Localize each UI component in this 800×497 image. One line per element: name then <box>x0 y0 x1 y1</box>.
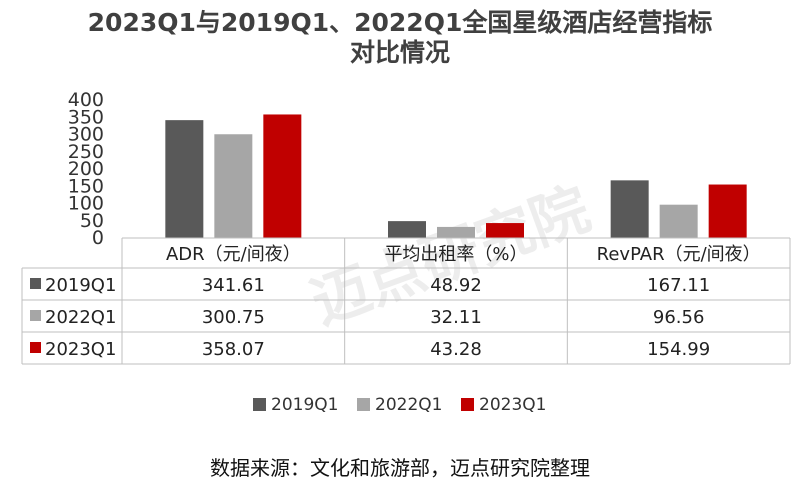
data-label: 43.28 <box>430 339 482 360</box>
bar-2019Q1-0 <box>165 120 204 238</box>
legend-label-2019Q1: 2019Q1 <box>271 395 338 415</box>
chart-title-line2: 对比情况 <box>349 38 450 67</box>
data-label: 48.92 <box>430 275 482 296</box>
row-legend-key <box>30 342 41 353</box>
y-tick-label: 200 <box>68 158 104 180</box>
data-label: 154.99 <box>647 339 710 360</box>
bar-2022Q1-0 <box>214 134 253 238</box>
row-legend-key <box>30 278 41 289</box>
bar-2022Q1-2 <box>659 204 698 238</box>
legend-label-2022Q1: 2022Q1 <box>375 395 442 415</box>
bar-2019Q1-2 <box>610 180 649 238</box>
bar-2023Q1-0 <box>263 114 302 238</box>
data-label: 358.07 <box>202 339 265 360</box>
data-label: 300.75 <box>202 307 265 328</box>
legend-key-2022Q1 <box>357 398 370 411</box>
data-label: 32.11 <box>430 307 482 328</box>
y-tick-label: 50 <box>80 210 104 232</box>
row-series-label: 2019Q1 <box>45 275 116 296</box>
category-label: RevPAR（元/间夜） <box>597 244 761 265</box>
row-legend-key <box>30 310 41 321</box>
chart-title-line1: 2023Q1与2019Q1、2022Q1全国星级酒店经营指标 <box>87 8 713 37</box>
y-tick-label: 300 <box>68 124 104 146</box>
data-source-note: 数据来源：文化和旅游部，迈点研究院整理 <box>210 456 590 480</box>
legend-label-2023Q1: 2023Q1 <box>479 395 546 415</box>
legend-key-2023Q1 <box>461 398 474 411</box>
category-label: ADR（元/间夜） <box>166 244 301 265</box>
y-tick-label: 100 <box>68 193 104 215</box>
y-tick-label: 0 <box>92 227 104 249</box>
data-label: 167.11 <box>647 275 710 296</box>
y-tick-label: 400 <box>68 89 104 111</box>
data-label: 341.61 <box>202 275 265 296</box>
row-series-label: 2023Q1 <box>45 339 116 360</box>
row-series-label: 2022Q1 <box>45 307 116 328</box>
legend-key-2019Q1 <box>253 398 266 411</box>
bar-2023Q1-2 <box>708 184 747 238</box>
y-tick-label: 150 <box>68 175 104 197</box>
bar-2019Q1-1 <box>388 221 426 238</box>
y-tick-label: 250 <box>68 141 104 163</box>
data-label: 96.56 <box>653 307 705 328</box>
bar-2022Q1-1 <box>437 226 475 238</box>
y-tick-label: 350 <box>68 106 104 128</box>
bar-2023Q1-1 <box>486 223 524 238</box>
category-label: 平均出租率（%） <box>384 244 527 265</box>
